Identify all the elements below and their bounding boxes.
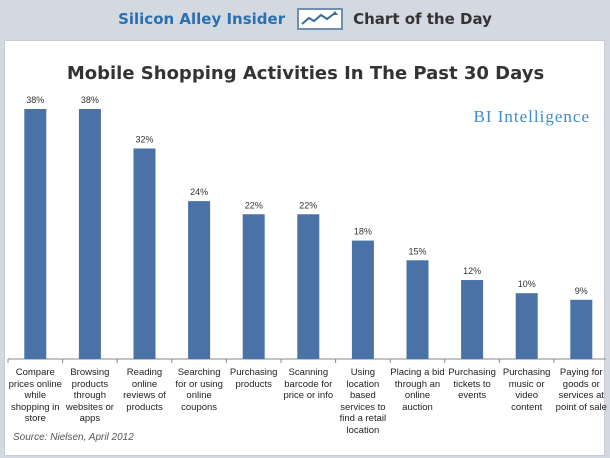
brand-name: Silicon Alley Insider [118,10,286,28]
bar-chart: 38% 38% 32% 24% 22% 22% 18% 15% 12% 10% 9% [7,95,606,363]
data-label: 18% [354,227,372,237]
data-label: 10% [518,279,536,289]
data-label: 9% [575,286,588,296]
data-label: 15% [408,246,426,256]
bar [24,109,47,359]
data-label: 38% [81,95,99,105]
data-label: 38% [26,95,44,105]
category-label: Placing a bid through an online auction [390,367,445,413]
category-label: Paying for goods or services at point of… [555,367,607,413]
bar [78,109,101,359]
data-label: 32% [135,134,153,144]
category-label: Searching for or using online coupons [175,367,223,413]
bar [406,260,429,359]
category-label: Using location based services to find a … [339,367,387,436]
category-label: Reading online reviews of products [123,367,166,413]
data-label: 24% [190,187,208,197]
category-label: Purchasing tickets to events [448,367,496,401]
data-label: 12% [463,266,481,276]
category-label: Purchasing products [229,367,278,390]
chart-of-the-day-label: Chart of the Day [353,10,492,28]
category-label: Browsing products through websites or ap… [65,367,114,424]
data-label: 22% [299,200,317,210]
source-note: Source: Nielsen, April 2012 [13,432,134,443]
bar [297,214,320,359]
header: Silicon Alley Insider Chart of the Day [0,0,610,38]
category-label: Purchasing music or video content [502,367,551,413]
bi-intelligence-watermark: BI Intelligence [473,107,590,126]
category-label: Compare prices online while shopping in … [8,367,62,424]
chart-line-icon [297,8,344,30]
category-label: Scanning barcode for price or info [283,367,334,401]
bar [515,293,538,359]
data-label: 22% [245,200,263,210]
bar [188,201,211,359]
bar [461,280,484,359]
bar [133,148,156,359]
bar [351,240,374,359]
chart-panel: Mobile Shopping Activities In The Past 3… [4,40,607,456]
chart-title: Mobile Shopping Activities In The Past 3… [66,63,545,84]
bar [570,299,593,359]
bar [242,214,265,359]
